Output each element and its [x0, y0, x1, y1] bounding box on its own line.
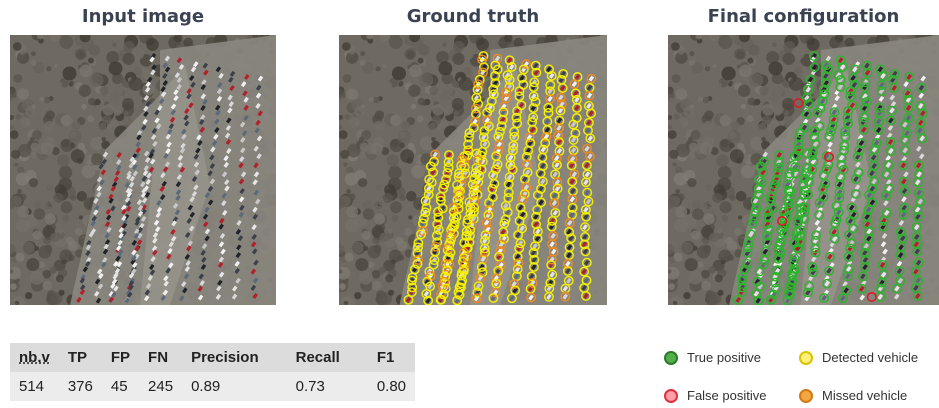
- metrics-table: nb.v TP FP FN Precision Recall F1 514 37…: [10, 343, 416, 401]
- value-fn: 245: [148, 378, 174, 395]
- legend-true-positive: True positive: [664, 350, 761, 365]
- metrics-value-row: 514 376 45 245 0.89 0.73 0.80: [10, 372, 416, 401]
- value-precision: 0.89: [191, 378, 221, 395]
- panel-title-input: Input image: [81, 6, 205, 27]
- legend-false-positive: False positive: [664, 388, 766, 403]
- input-aerial-image: [10, 35, 276, 305]
- header-f1: F1: [376, 349, 395, 366]
- metrics-header-row: nb.v TP FP FN Precision Recall F1: [10, 343, 416, 372]
- ground-truth-image: [339, 35, 607, 305]
- legend-missed-vehicle: Missed vehicle: [799, 388, 907, 403]
- header-nb-v: nb.v: [19, 349, 50, 366]
- true-positive-circle-icon: [664, 350, 678, 365]
- panel-title-ground-truth: Ground truth: [406, 6, 540, 27]
- value-fp: 45: [110, 378, 128, 395]
- header-tp: TP: [67, 349, 88, 366]
- header-precision: Precision: [191, 349, 259, 366]
- header-fn: FN: [148, 349, 169, 366]
- false-positive-circle-icon: [664, 388, 678, 403]
- value-f1: 0.80: [376, 378, 407, 395]
- legend-detected-vehicle: Detected vehicle: [799, 350, 918, 365]
- value-tp: 376: [67, 378, 93, 395]
- detected-vehicle-circle-icon: [799, 350, 813, 365]
- legend-label-true-positive: True positive: [687, 350, 761, 365]
- legend-label-detected-vehicle: Detected vehicle: [822, 350, 919, 365]
- missed-vehicle-circle-icon: [799, 388, 813, 403]
- panel-title-final: Final configuration: [707, 6, 900, 27]
- value-nb-v: 514: [19, 378, 45, 395]
- header-recall: Recall: [295, 349, 340, 366]
- legend-label-missed-vehicle: Missed vehicle: [822, 388, 908, 403]
- value-recall: 0.73: [295, 378, 325, 395]
- legend-label-false-positive: False positive: [687, 388, 767, 403]
- final-configuration-image: [668, 35, 939, 305]
- header-fp: FP: [110, 349, 131, 366]
